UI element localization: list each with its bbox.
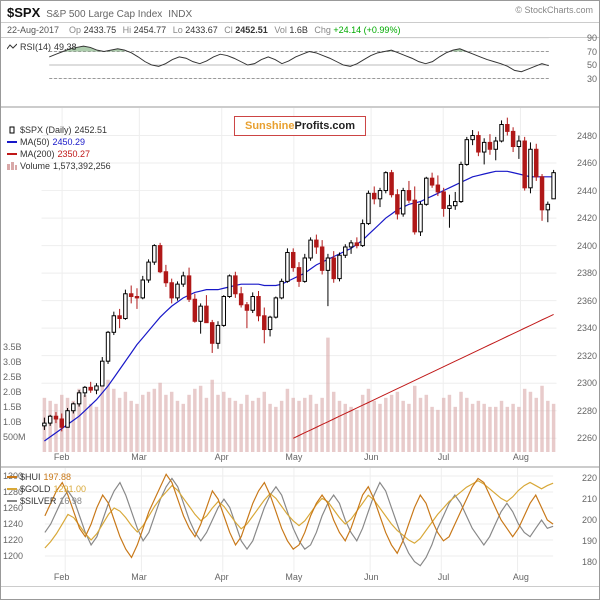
watermark: SunshineProfits.com xyxy=(234,116,366,136)
exchange: INDX xyxy=(168,9,192,20)
main-legend: $SPX (Daily) 2452.51 MA(50) 2450.29 MA(2… xyxy=(7,124,111,172)
rsi-yaxis: 30507090 xyxy=(559,38,597,92)
rsi-legend: RSI(14) 49.38 xyxy=(7,41,77,53)
price-panel: SunshineProfits.com $SPX (Daily) 2452.51… xyxy=(1,107,599,467)
credit: © StockCharts.com xyxy=(515,5,593,15)
price-yaxis: 2260228023002320234023602380240024202440… xyxy=(559,108,597,452)
chart-container: $SPX S&P 500 Large Cap Index INDX © Stoc… xyxy=(0,0,600,600)
indices-panel: $HUI 197.88 $GOLD 1291.00 $SILVER 16.98 … xyxy=(1,467,599,587)
main-xaxis: FebMarAprMayJunJulAug xyxy=(41,452,557,466)
rsi-panel: RSI(14) 49.38 30507090 xyxy=(1,37,599,107)
chart-header: $SPX S&P 500 Large Cap Index INDX © Stoc… xyxy=(1,1,599,23)
hui-yaxis: 180190200210220 xyxy=(559,468,597,572)
idx-xaxis: FebMarAprMayJunJulAug xyxy=(41,572,557,586)
price-plot xyxy=(41,108,557,452)
rsi-plot xyxy=(41,38,557,92)
symbol: $SPX xyxy=(7,5,40,20)
symbol-name: S&P 500 Large Cap Index xyxy=(46,9,162,20)
date: 22-Aug-2017 xyxy=(7,25,59,35)
indices-legend: $HUI 197.88 $GOLD 1291.00 $SILVER 16.98 xyxy=(7,471,86,507)
ohlc-line: 22-Aug-2017 Op 2433.75 Hi 2454.77 Lo 243… xyxy=(1,23,599,37)
indices-plot xyxy=(41,468,557,572)
